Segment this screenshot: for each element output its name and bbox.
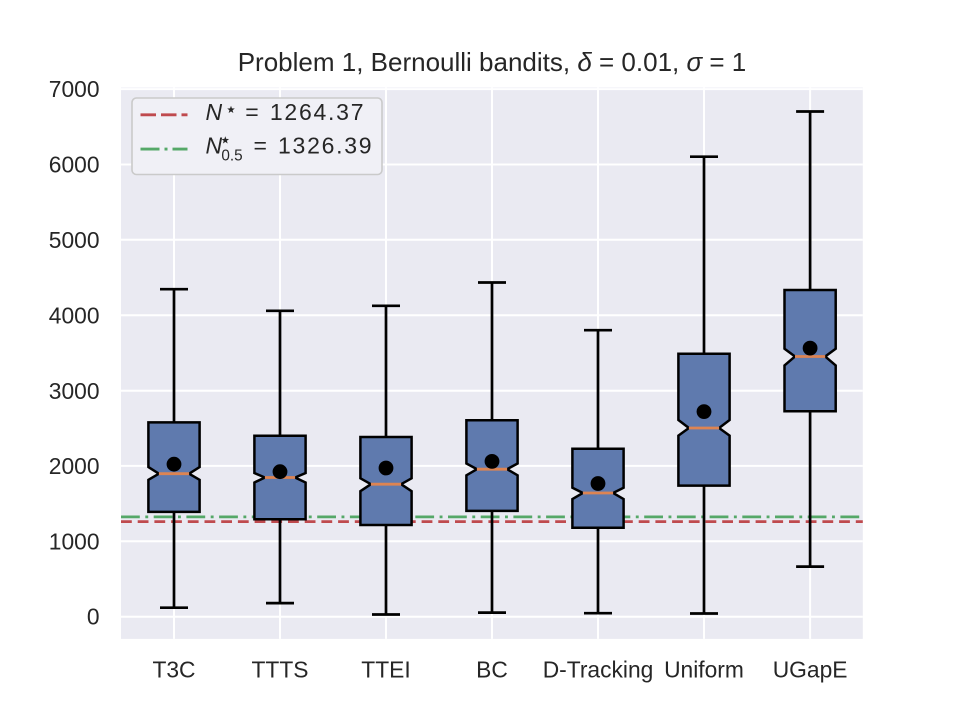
svg-text:UGapE: UGapE: [773, 657, 848, 683]
svg-text:T3C: T3C: [152, 657, 195, 683]
svg-text:2000: 2000: [49, 453, 100, 479]
svg-text:Problem 1, Bernoulli bandits,: Problem 1, Bernoulli bandits, δ = 0.01, …: [238, 47, 747, 77]
svg-text:N: N: [206, 133, 223, 159]
svg-text:3000: 3000: [49, 378, 100, 404]
svg-text:1264.37: 1264.37: [270, 99, 364, 125]
svg-text:4000: 4000: [49, 302, 100, 328]
svg-text:Uniform: Uniform: [664, 657, 744, 683]
svg-text:=: =: [254, 133, 267, 159]
svg-text:1326.39: 1326.39: [278, 133, 372, 159]
svg-text:TTEI: TTEI: [361, 657, 410, 683]
svg-text:1000: 1000: [49, 528, 100, 554]
svg-text:0.5: 0.5: [221, 148, 242, 165]
svg-text:BC: BC: [476, 657, 508, 683]
svg-text:7000: 7000: [49, 76, 100, 102]
svg-text:N: N: [206, 99, 223, 125]
svg-text:TTTS: TTTS: [252, 657, 309, 683]
svg-text:D-Tracking: D-Tracking: [543, 657, 654, 683]
svg-text:0: 0: [87, 604, 100, 630]
svg-text:5000: 5000: [49, 227, 100, 253]
svg-text:=: =: [245, 99, 258, 125]
svg-text:6000: 6000: [49, 152, 100, 178]
